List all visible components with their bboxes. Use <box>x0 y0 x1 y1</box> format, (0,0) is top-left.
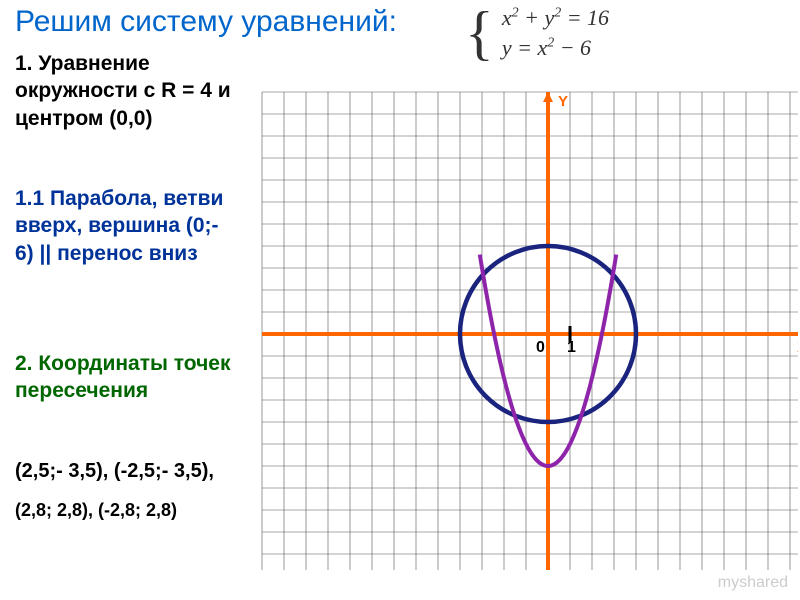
equation-1: x2 + y2 = 16 <box>502 5 609 31</box>
system-equations: { x2 + y2 = 16 y = x2 − 6 <box>465 5 609 61</box>
watermark: myshared <box>718 574 788 592</box>
step-1-text: 1. Уравнение окружности с R = 4 и центро… <box>15 50 235 132</box>
chart-svg: 0 1 X Y <box>248 90 798 570</box>
page-title: Решим систему уравнений: <box>15 5 397 39</box>
svg-text:1: 1 <box>567 339 576 356</box>
solutions-1: (2,5;- 3,5), (-2,5;- 3,5), <box>15 460 214 483</box>
step-2-text: 2. Координаты точек пересечения <box>15 350 235 405</box>
svg-text:Y: Y <box>558 93 568 110</box>
equation-2: y = x2 − 6 <box>502 35 609 61</box>
svg-text:0: 0 <box>536 339 545 356</box>
coordinate-chart: 0 1 X Y <box>248 90 798 570</box>
solutions-2: (2,8; 2,8), (-2,8; 2,8) <box>15 500 177 521</box>
svg-text:X: X <box>797 339 798 356</box>
step-1-1-text: 1.1 Парабола, ветви вверх, вершина (0;- … <box>15 185 235 267</box>
